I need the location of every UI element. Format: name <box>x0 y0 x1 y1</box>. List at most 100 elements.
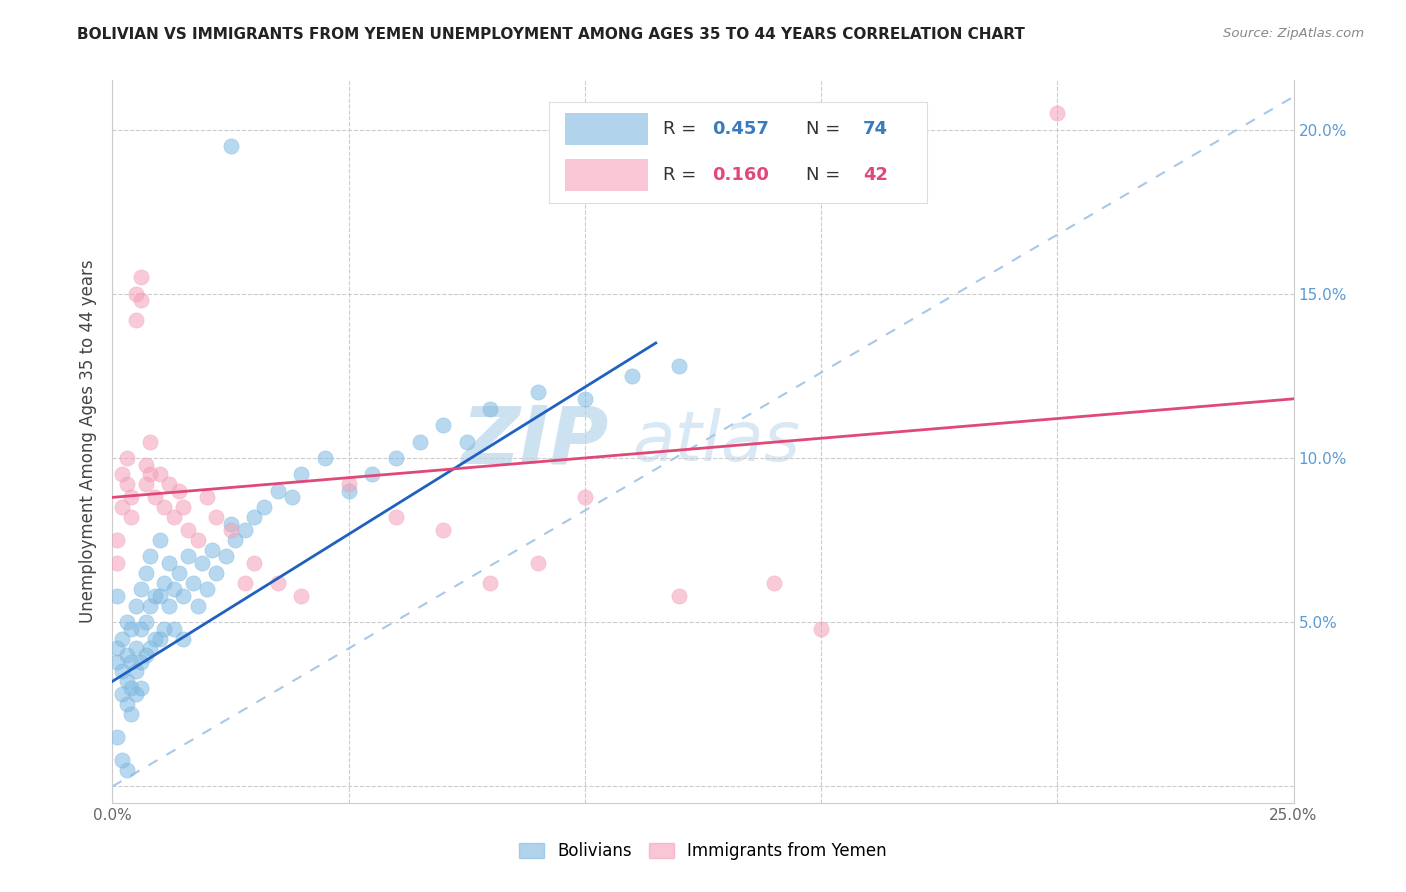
Point <box>219 139 242 153</box>
Point <box>233 523 256 537</box>
Point <box>125 687 148 701</box>
Point <box>177 549 200 564</box>
Point <box>149 632 172 646</box>
Point <box>167 566 190 580</box>
Point <box>135 615 157 630</box>
Point <box>105 533 128 547</box>
Point <box>139 549 162 564</box>
Point <box>129 293 152 308</box>
Point <box>215 549 238 564</box>
Point <box>385 450 408 465</box>
Point <box>621 368 644 383</box>
Point <box>129 622 152 636</box>
Point <box>479 575 502 590</box>
Point <box>526 385 548 400</box>
Point <box>149 467 172 482</box>
Point <box>186 599 208 613</box>
Point <box>668 589 690 603</box>
Y-axis label: Unemployment Among Ages 35 to 44 years: Unemployment Among Ages 35 to 44 years <box>79 260 97 624</box>
Point <box>432 418 454 433</box>
Point <box>125 665 148 679</box>
Point <box>337 477 360 491</box>
Point <box>361 467 384 482</box>
Point <box>267 483 290 498</box>
Point <box>111 665 134 679</box>
Point <box>172 589 194 603</box>
Text: atlas: atlas <box>633 408 800 475</box>
Point <box>105 556 128 570</box>
Point <box>115 763 138 777</box>
Point <box>135 458 157 472</box>
Point <box>762 575 785 590</box>
Point <box>129 582 152 597</box>
Text: ZIP: ZIP <box>461 402 609 481</box>
Point <box>139 599 162 613</box>
Point <box>290 467 312 482</box>
Point <box>186 533 208 547</box>
Point <box>385 510 408 524</box>
Point <box>224 533 246 547</box>
Point <box>111 500 134 515</box>
Point <box>105 730 128 744</box>
Point <box>120 491 142 505</box>
Point <box>219 523 242 537</box>
Point <box>810 622 832 636</box>
Point <box>233 575 256 590</box>
Point <box>205 566 228 580</box>
Point <box>115 450 138 465</box>
Point <box>191 556 214 570</box>
Point <box>163 582 186 597</box>
Point <box>201 542 224 557</box>
Point <box>120 655 142 669</box>
Point <box>139 641 162 656</box>
Point <box>105 655 128 669</box>
Point <box>408 434 430 449</box>
Point <box>157 599 180 613</box>
Point <box>120 707 142 722</box>
Point <box>172 500 194 515</box>
Point <box>526 556 548 570</box>
Point <box>115 698 138 712</box>
Point <box>149 589 172 603</box>
Point <box>139 434 162 449</box>
Point <box>243 556 266 570</box>
Point <box>153 575 176 590</box>
Point <box>314 450 336 465</box>
Point <box>574 491 596 505</box>
Point <box>172 632 194 646</box>
Point <box>125 641 148 656</box>
Point <box>219 516 242 531</box>
Point <box>281 491 304 505</box>
Point <box>290 589 312 603</box>
Point <box>337 483 360 498</box>
Point <box>167 483 190 498</box>
Point <box>120 622 142 636</box>
Point <box>1046 106 1069 120</box>
Point <box>143 491 166 505</box>
Point <box>125 286 148 301</box>
Point <box>143 632 166 646</box>
Legend: Bolivians, Immigrants from Yemen: Bolivians, Immigrants from Yemen <box>513 836 893 867</box>
Point <box>149 533 172 547</box>
Point <box>177 523 200 537</box>
Point <box>243 510 266 524</box>
Point <box>111 687 134 701</box>
Point <box>115 615 138 630</box>
Point <box>129 681 152 695</box>
Point <box>105 589 128 603</box>
Point <box>479 401 502 416</box>
Point <box>129 655 152 669</box>
Point <box>129 270 152 285</box>
Point <box>115 477 138 491</box>
Point <box>143 589 166 603</box>
Point <box>120 510 142 524</box>
Text: Source: ZipAtlas.com: Source: ZipAtlas.com <box>1223 27 1364 40</box>
Point <box>111 632 134 646</box>
Point <box>574 392 596 406</box>
Point <box>115 648 138 662</box>
Point <box>163 622 186 636</box>
Point <box>195 491 218 505</box>
Point <box>153 622 176 636</box>
Point <box>163 510 186 524</box>
Point <box>111 753 134 767</box>
